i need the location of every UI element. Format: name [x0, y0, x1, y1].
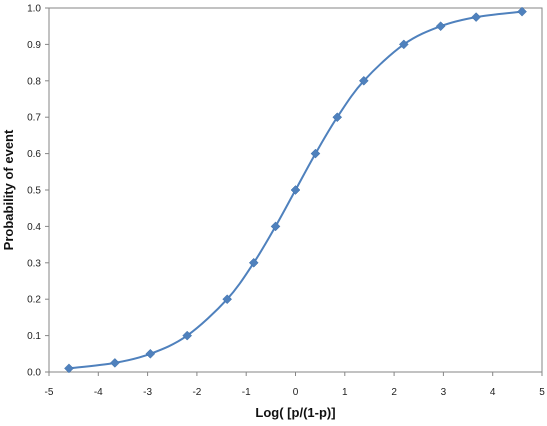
data-point — [517, 6, 527, 17]
x-tick-label: -4 — [94, 387, 103, 398]
y-tick-label: 0.7 — [27, 113, 41, 124]
y-tick-label: 0.1 — [27, 331, 41, 342]
x-tick-label: -2 — [192, 387, 201, 398]
data-point — [290, 185, 301, 195]
data-point — [435, 21, 446, 32]
y-tick-label: 0.6 — [27, 149, 41, 160]
x-tick-label: -1 — [242, 387, 251, 398]
x-tick-label: 4 — [490, 387, 496, 398]
data-point — [310, 148, 321, 159]
data-point — [471, 12, 481, 22]
y-tick-label: 1.0 — [27, 4, 41, 15]
y-tick-label: 0.5 — [27, 186, 41, 197]
data-point — [398, 39, 409, 50]
x-tick-label: 0 — [293, 387, 299, 398]
y-tick-label: 0.9 — [27, 40, 41, 51]
data-point — [145, 348, 156, 359]
x-axis-title: Log( [p/(1-p)] — [255, 405, 335, 420]
data-point — [358, 75, 369, 86]
data-point — [270, 221, 281, 232]
series-markers — [64, 6, 527, 374]
y-axis-title: Probability of event — [1, 129, 16, 250]
x-tick-label: 2 — [391, 387, 397, 398]
x-tick-label: -5 — [45, 387, 54, 398]
y-tick-label: 0.0 — [27, 368, 41, 379]
data-point — [64, 363, 74, 374]
y-axis: 0.0 0.1 0.2 0.3 0.4 0.5 0.6 0.7 0.8 0.9 1.0 — [27, 4, 49, 379]
x-tick-label: -3 — [143, 387, 152, 398]
data-point — [222, 294, 233, 305]
x-tick-label: 3 — [441, 387, 447, 398]
data-point — [332, 112, 343, 123]
x-tick-label: 5 — [539, 387, 545, 398]
y-tick-label: 0.3 — [27, 258, 41, 269]
y-tick-label: 0.2 — [27, 295, 41, 306]
y-tick-label: 0.4 — [27, 222, 41, 233]
y-tick-label: 0.8 — [27, 76, 41, 87]
data-point — [110, 358, 120, 368]
data-point — [182, 330, 193, 341]
x-tick-label: 1 — [342, 387, 348, 398]
data-point — [248, 257, 259, 268]
x-axis: -5 -4 -3 -2 -1 0 1 2 3 4 5 — [45, 372, 545, 398]
